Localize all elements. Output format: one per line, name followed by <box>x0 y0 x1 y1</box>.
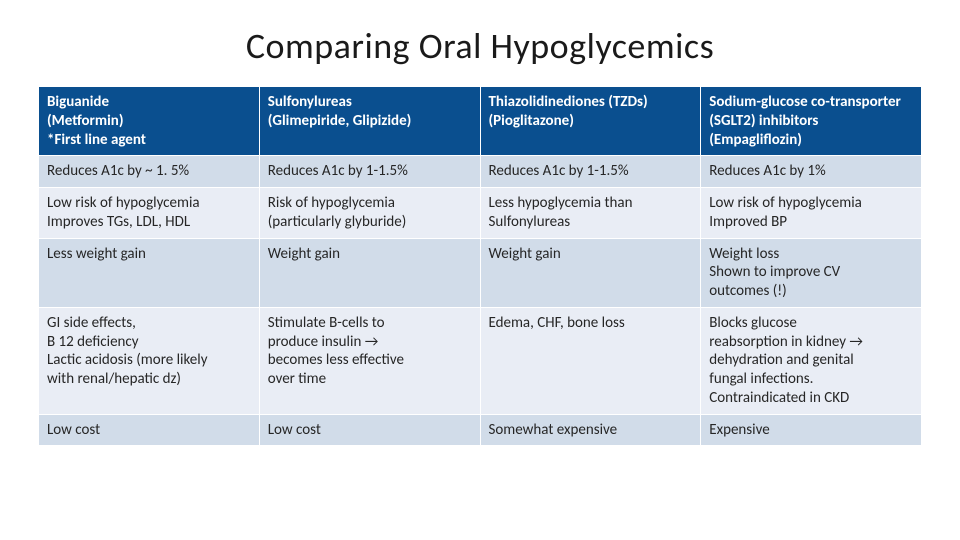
table-cell: Reduces A1c by 1% <box>701 156 922 188</box>
comparison-table: Biguanide (Metformin) *First line agentS… <box>38 86 922 446</box>
table-cell: Weight loss Shown to improve CV outcomes… <box>701 238 922 307</box>
column-header: Biguanide (Metformin) *First line agent <box>39 87 260 156</box>
table-row: Low risk of hypoglycemia Improves TGs, L… <box>39 188 922 239</box>
column-header: Thiazolidinediones (TZDs) (Pioglitazone) <box>480 87 701 156</box>
table-cell: Weight gain <box>480 238 701 307</box>
table-header: Biguanide (Metformin) *First line agentS… <box>39 87 922 156</box>
table-row: Reduces A1c by ~ 1. 5%Reduces A1c by 1-1… <box>39 156 922 188</box>
slide-title: Comparing Oral Hypoglycemics <box>38 24 922 68</box>
table-row: Less weight gainWeight gainWeight gainWe… <box>39 238 922 307</box>
table-cell: Low cost <box>259 414 480 446</box>
table-cell: Reduces A1c by 1-1.5% <box>480 156 701 188</box>
table-row: Low costLow costSomewhat expensiveExpens… <box>39 414 922 446</box>
table-cell: Low risk of hypoglycemia Improves TGs, L… <box>39 188 260 239</box>
table-cell: Low cost <box>39 414 260 446</box>
table-cell: Low risk of hypoglycemia Improved BP <box>701 188 922 239</box>
table-cell: Less hypoglycemia than Sulfonylureas <box>480 188 701 239</box>
table-cell: Blocks glucose reabsorption in kidney → … <box>701 307 922 414</box>
column-header: Sulfonylureas (Glimepiride, Glipizide) <box>259 87 480 156</box>
table-body: Reduces A1c by ~ 1. 5%Reduces A1c by 1-1… <box>39 156 922 446</box>
table-cell: Risk of hypoglycemia (particularly glybu… <box>259 188 480 239</box>
table-cell: Less weight gain <box>39 238 260 307</box>
table-cell: GI side effects, B 12 deficiency Lactic … <box>39 307 260 414</box>
table-cell: Expensive <box>701 414 922 446</box>
table-cell: Stimulate B-cells to produce insulin → b… <box>259 307 480 414</box>
table-cell: Weight gain <box>259 238 480 307</box>
table-cell: Somewhat expensive <box>480 414 701 446</box>
table-cell: Edema, CHF, bone loss <box>480 307 701 414</box>
table-cell: Reduces A1c by ~ 1. 5% <box>39 156 260 188</box>
table-cell: Reduces A1c by 1-1.5% <box>259 156 480 188</box>
column-header: Sodium-glucose co-transporter (SGLT2) in… <box>701 87 922 156</box>
slide: Comparing Oral Hypoglycemics Biguanide (… <box>0 0 960 540</box>
table-row: GI side effects, B 12 deficiency Lactic … <box>39 307 922 414</box>
